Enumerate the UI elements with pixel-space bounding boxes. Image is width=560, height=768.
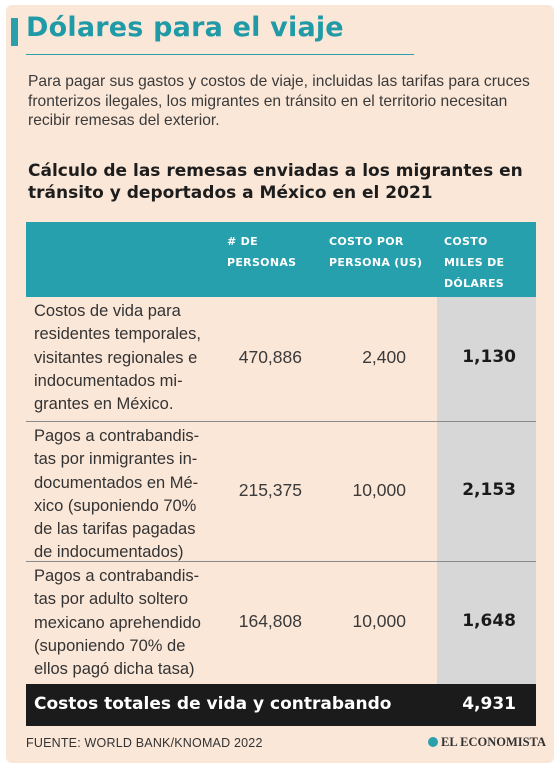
- remittance-table: # de personas Costo por persona (US) Cos…: [26, 222, 536, 726]
- brand-logo: EL ECONOMISTA: [428, 735, 546, 750]
- brand-globe-icon: [428, 737, 438, 747]
- table-title: Cálculo de las remesas enviadas a los mi…: [28, 161, 523, 203]
- row-cost-per-person: 2,400: [362, 347, 406, 367]
- page-title: Dólares para el viaje: [26, 12, 344, 43]
- title-divider: [26, 54, 414, 55]
- row-cost-per-person: 10,000: [352, 611, 406, 631]
- table-row: Pagos a contrabandis-tas por adulto solt…: [26, 562, 536, 684]
- row-persons: 215,375: [238, 480, 302, 500]
- header-cost-thousands: Costo miles de dólares: [444, 235, 505, 290]
- row-description: Pagos a contrabandis-tas por adulto solt…: [34, 567, 201, 679]
- table-row: Pagos a contrabandis-tas por inmigrantes…: [26, 422, 536, 562]
- brand-name: EL ECONOMISTA: [441, 735, 546, 749]
- source-note: FUENTE: WORLD BANK/KNOMAD 2022: [26, 736, 263, 750]
- row-cost-thousands: 2,153: [462, 480, 516, 500]
- row-persons: 164,808: [238, 611, 302, 631]
- row-description: Costos de vida para residentes temporale…: [34, 302, 201, 414]
- cost-column-highlight: [437, 297, 536, 684]
- total-row: Costos totales de vida y contrabando 4,9…: [26, 684, 536, 726]
- row-persons: 470,886: [238, 347, 302, 367]
- title-accent-bar: [11, 18, 18, 46]
- header-cost-per-person: Costo por persona (US): [329, 235, 423, 269]
- table-row: Costos de vida para residentes temporale…: [26, 297, 536, 422]
- row-cost-per-person: 10,000: [352, 480, 406, 500]
- row-cost-thousands: 1,130: [462, 347, 516, 367]
- intro-paragraph: Para pagar sus gastos y costos de viaje,…: [28, 73, 530, 129]
- table-header: # de personas Costo por persona (US) Cos…: [26, 222, 536, 297]
- row-cost-thousands: 1,648: [462, 611, 516, 631]
- total-label: Costos totales de vida y contrabando: [34, 694, 392, 714]
- header-persons: # de personas: [227, 235, 297, 269]
- total-value: 4,931: [462, 694, 516, 714]
- row-description: Pagos a contrabandis-tas por inmigrantes…: [34, 427, 200, 562]
